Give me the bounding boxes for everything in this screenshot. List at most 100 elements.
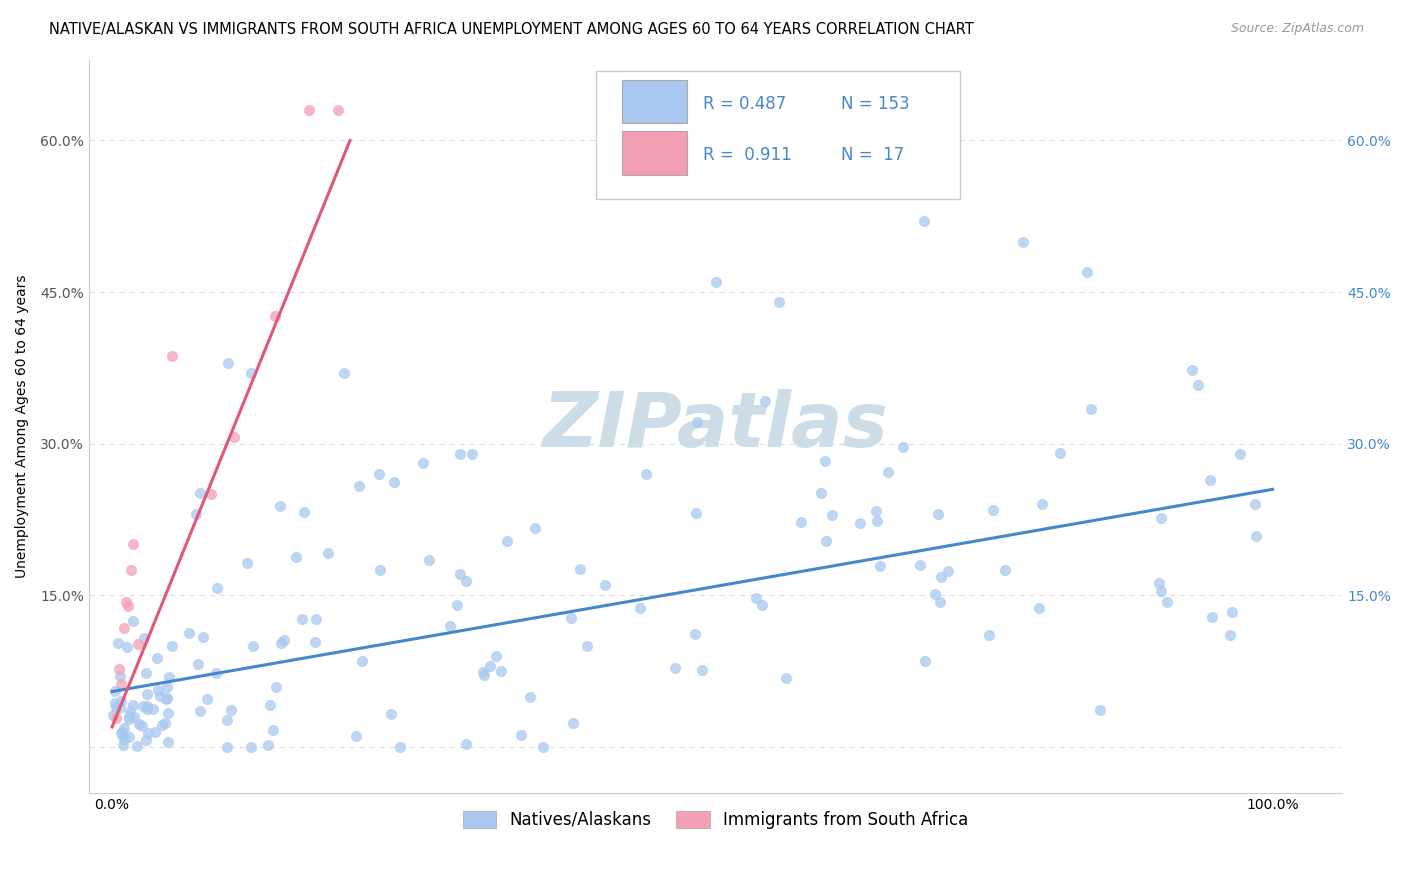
Point bbox=[190, 704, 212, 718]
Point bbox=[187, 657, 209, 671]
Point bbox=[789, 515, 811, 529]
Point bbox=[304, 635, 326, 649]
Point bbox=[1012, 235, 1035, 249]
Point bbox=[491, 665, 513, 679]
Point bbox=[112, 721, 135, 735]
Point bbox=[1199, 474, 1222, 488]
Point bbox=[754, 394, 776, 409]
Point bbox=[135, 733, 157, 747]
Point bbox=[118, 730, 141, 744]
Point bbox=[994, 563, 1017, 577]
Point bbox=[1201, 610, 1223, 624]
Point bbox=[523, 521, 546, 535]
Point bbox=[184, 507, 207, 521]
Point bbox=[368, 467, 391, 482]
Point bbox=[634, 467, 657, 482]
Point bbox=[814, 133, 837, 147]
Point bbox=[219, 703, 242, 717]
Y-axis label: Unemployment Among Ages 60 to 64 years: Unemployment Among Ages 60 to 64 years bbox=[15, 275, 30, 578]
Point bbox=[122, 710, 145, 724]
Point bbox=[908, 558, 931, 572]
Legend: Natives/Alaskans, Immigrants from South Africa: Natives/Alaskans, Immigrants from South … bbox=[456, 804, 974, 836]
Point bbox=[1187, 378, 1209, 392]
Point bbox=[509, 727, 531, 741]
Point bbox=[149, 690, 172, 704]
Point bbox=[461, 447, 484, 461]
Point bbox=[156, 681, 179, 695]
Point bbox=[155, 692, 177, 706]
Point bbox=[188, 486, 211, 500]
Point bbox=[439, 619, 461, 633]
Point bbox=[273, 632, 295, 647]
Point bbox=[291, 612, 314, 626]
Point bbox=[115, 594, 138, 608]
Point bbox=[112, 621, 135, 635]
Point bbox=[107, 636, 129, 650]
Point bbox=[569, 562, 592, 576]
Point bbox=[117, 640, 139, 654]
Point bbox=[118, 709, 141, 723]
Point bbox=[162, 349, 184, 363]
Text: N =  17: N = 17 bbox=[841, 146, 904, 164]
Point bbox=[108, 669, 131, 683]
Point bbox=[891, 440, 914, 454]
Point bbox=[472, 668, 495, 682]
Point bbox=[575, 639, 598, 653]
Point bbox=[1076, 265, 1098, 279]
Point bbox=[131, 699, 153, 714]
Point bbox=[269, 499, 291, 513]
Point bbox=[285, 550, 308, 565]
Point bbox=[122, 614, 145, 628]
Point bbox=[1031, 497, 1053, 511]
Point bbox=[344, 729, 367, 743]
Point bbox=[813, 454, 835, 468]
Point bbox=[117, 599, 139, 613]
Point bbox=[222, 430, 245, 444]
Point bbox=[118, 712, 141, 726]
Point bbox=[127, 739, 149, 753]
Text: R =  0.911: R = 0.911 bbox=[703, 146, 792, 164]
Point bbox=[157, 734, 180, 748]
Point bbox=[914, 654, 936, 668]
Point bbox=[1080, 402, 1102, 417]
Point bbox=[495, 534, 517, 549]
Point bbox=[821, 508, 844, 522]
Point bbox=[217, 740, 239, 755]
Point bbox=[108, 701, 131, 715]
Point bbox=[664, 661, 686, 675]
Point bbox=[681, 103, 703, 117]
Point bbox=[316, 546, 339, 560]
Point bbox=[1244, 497, 1267, 511]
Point bbox=[120, 563, 142, 577]
Point bbox=[977, 628, 1000, 642]
Point bbox=[236, 556, 259, 570]
FancyBboxPatch shape bbox=[621, 80, 686, 123]
Point bbox=[1150, 584, 1173, 599]
Point bbox=[118, 704, 141, 718]
Point bbox=[135, 666, 157, 681]
Point bbox=[122, 698, 145, 713]
Point bbox=[136, 702, 159, 716]
Point bbox=[745, 591, 768, 605]
Point bbox=[1220, 605, 1243, 619]
Point bbox=[294, 504, 316, 518]
Point bbox=[412, 456, 434, 470]
Point bbox=[519, 690, 541, 704]
Point bbox=[628, 601, 651, 615]
Text: ZIPatlas: ZIPatlas bbox=[543, 389, 889, 463]
Point bbox=[110, 677, 132, 691]
Point bbox=[195, 691, 218, 706]
Point bbox=[328, 103, 350, 117]
Point bbox=[560, 611, 582, 625]
Point bbox=[122, 537, 145, 551]
Point bbox=[681, 103, 703, 117]
Text: Source: ZipAtlas.com: Source: ZipAtlas.com bbox=[1230, 22, 1364, 36]
Point bbox=[686, 415, 709, 429]
Point bbox=[382, 475, 405, 489]
Point bbox=[200, 487, 222, 501]
Point bbox=[191, 630, 214, 644]
Text: R = 0.487: R = 0.487 bbox=[703, 95, 786, 112]
Point bbox=[472, 665, 495, 679]
Point bbox=[479, 659, 502, 673]
Point bbox=[449, 566, 471, 581]
